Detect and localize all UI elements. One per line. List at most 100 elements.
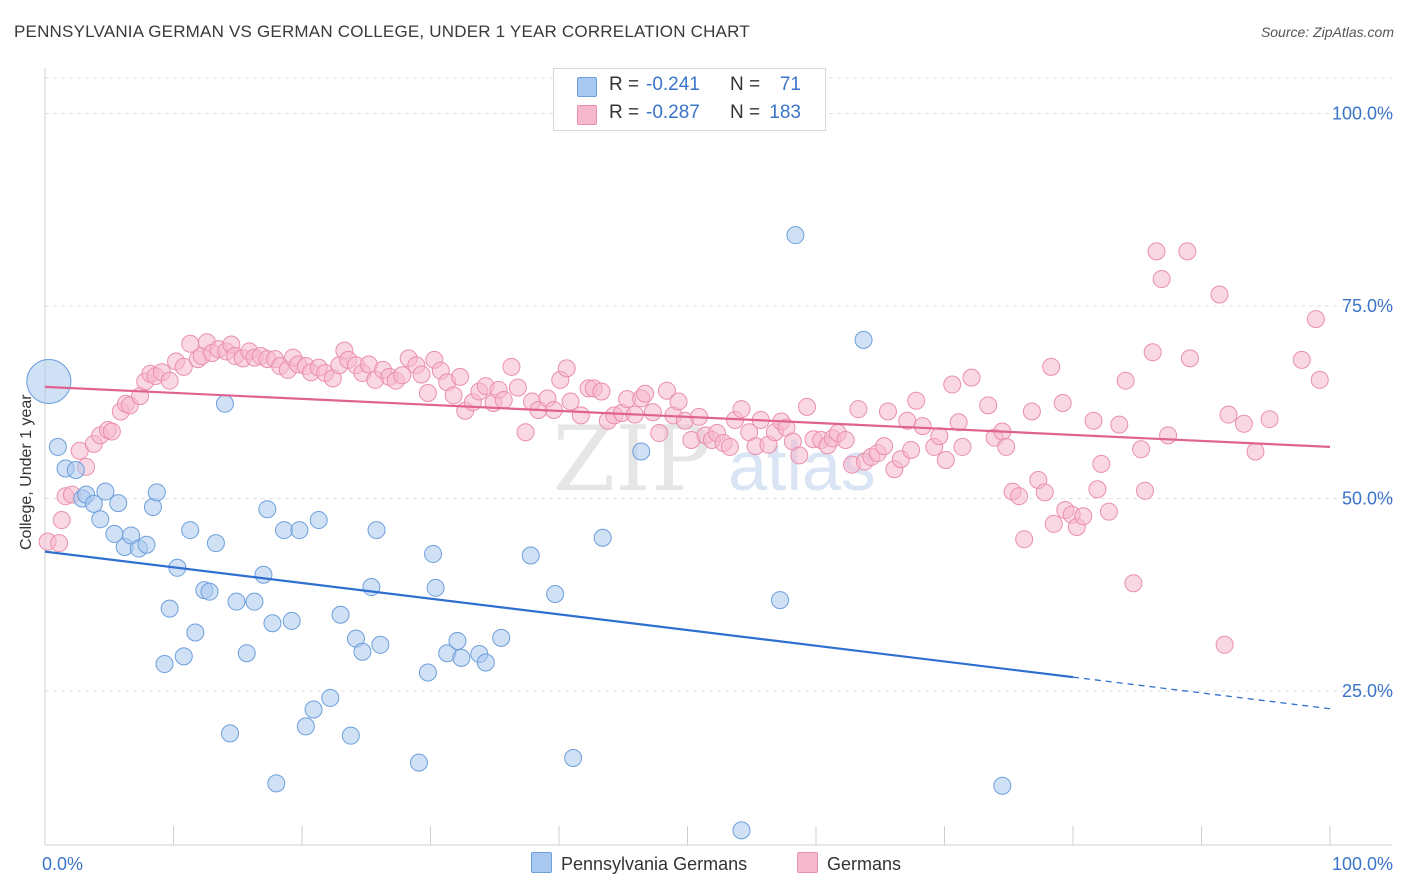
germans-point <box>1292 350 1311 369</box>
pennsylvania-germans-point <box>409 753 428 772</box>
germans-point <box>508 378 527 397</box>
germans-point <box>1042 357 1061 376</box>
pennsylvania-germans-point <box>181 521 200 540</box>
pennsylvania-germans-point <box>296 717 315 736</box>
pennsylvania-germans-point <box>160 599 179 618</box>
germans-point <box>160 371 179 390</box>
pennsylvania-germans-point <box>341 726 360 745</box>
legend-n-value: 183 <box>769 102 801 123</box>
germans-point <box>878 402 897 421</box>
germans-point <box>936 451 955 469</box>
legend-r-label: R = <box>609 102 640 123</box>
germans-point <box>444 386 463 405</box>
germans-point <box>1135 481 1154 500</box>
pennsylvania-germans-point <box>632 442 651 461</box>
pennsylvania-germans-point <box>237 644 256 663</box>
germans-point <box>902 440 921 459</box>
germans-point <box>1116 371 1135 390</box>
pennsylvania-germans-point <box>263 614 282 633</box>
pennsylvania-germans-point <box>476 653 495 672</box>
germans-point <box>790 446 809 465</box>
pennsylvania-germans-point <box>786 226 805 245</box>
germans-point <box>412 365 431 384</box>
pennsylvania-germans-point <box>426 578 445 597</box>
legend-n-label: N = <box>730 74 761 95</box>
pennsylvania-germans-point <box>321 688 340 707</box>
y-tick-label: 25.0% <box>1342 681 1393 701</box>
points-layer <box>26 226 1329 840</box>
germans-point <box>949 413 968 432</box>
germans-point <box>849 400 868 419</box>
pennsylvania-germans-point <box>109 494 128 513</box>
axes <box>44 68 1392 846</box>
germans-point <box>943 375 962 394</box>
germans-point <box>494 390 513 409</box>
germans-point <box>1234 414 1253 433</box>
pennsylvania-germans-point <box>155 655 174 674</box>
germans-point <box>1219 405 1238 424</box>
germans-point <box>1044 514 1063 533</box>
series-name: Pennsylvania Germans <box>561 854 748 874</box>
germans-point <box>1088 480 1107 499</box>
germans-point <box>557 359 576 378</box>
germans-point <box>571 406 590 425</box>
legend-r-value: -0.241 <box>646 74 700 95</box>
germans-point <box>1015 530 1034 549</box>
germans-point <box>669 392 688 411</box>
germans-point <box>1022 402 1041 421</box>
pennsylvania-germans-point <box>993 776 1012 795</box>
pennsylvania-germans-point <box>732 821 751 840</box>
pennsylvania-germans-point <box>290 521 309 540</box>
germans-point <box>1306 310 1325 329</box>
pennsylvania-germans-point <box>854 330 873 349</box>
pennsylvania-germans-point <box>96 482 115 501</box>
pennsylvania-germans-point <box>452 648 471 667</box>
pennsylvania-germans-point <box>245 592 264 611</box>
germans-point <box>836 430 855 449</box>
germans-point <box>102 422 121 441</box>
germans-point <box>930 427 949 446</box>
trend-layer <box>44 385 1331 710</box>
germans-point <box>1053 394 1072 413</box>
germans-point <box>657 381 676 400</box>
pennsylvania-germans-point <box>48 437 67 456</box>
germans-point <box>516 423 535 442</box>
series-legend-germans: Germans <box>797 852 901 875</box>
germans-point <box>798 397 817 416</box>
legend-row-pennsylvania: R = -0.241 N = 71 <box>554 72 825 100</box>
germans-point <box>50 534 69 553</box>
pennsylvania-germans-point <box>353 642 372 661</box>
pennsylvania-germans-point <box>66 461 85 480</box>
pennsylvania-germans-point <box>593 528 612 547</box>
germans-point <box>1215 635 1234 654</box>
pennsylvania-germans-trendline <box>44 550 1074 679</box>
germans-point <box>1092 454 1111 473</box>
y-tick-label: 50.0% <box>1342 489 1393 509</box>
germans-point <box>875 437 894 456</box>
legend-row-germans: R = -0.287 N = 183 <box>554 100 825 128</box>
germans-point <box>962 368 981 387</box>
germans-point <box>650 424 669 443</box>
pennsylvania-germans-point <box>215 394 234 413</box>
germans-point <box>1010 487 1029 506</box>
pennsylvania-germans-point <box>227 592 246 611</box>
y-tick-label: 100.0% <box>1332 104 1393 124</box>
germans-point <box>1152 270 1171 289</box>
germans-point <box>1180 349 1199 368</box>
germans-point <box>1159 426 1178 445</box>
pennsylvania-germans-point <box>91 510 110 529</box>
germans-point <box>1178 242 1197 261</box>
pennsylvania-germans-point <box>492 628 511 647</box>
germans-point <box>1035 483 1054 502</box>
germans-point <box>1246 442 1265 461</box>
legend-swatch-blue <box>577 77 597 97</box>
germans-point <box>720 437 739 456</box>
pennsylvania-germans-point <box>418 663 437 682</box>
legend-r-label: R = <box>609 74 640 95</box>
x-tick-label: 0.0% <box>42 854 83 874</box>
pennsylvania-germans-point <box>424 544 443 563</box>
germans-point <box>592 382 611 401</box>
pennsylvania-germans-point <box>546 584 565 603</box>
pennsylvania-germans-point <box>521 546 540 565</box>
